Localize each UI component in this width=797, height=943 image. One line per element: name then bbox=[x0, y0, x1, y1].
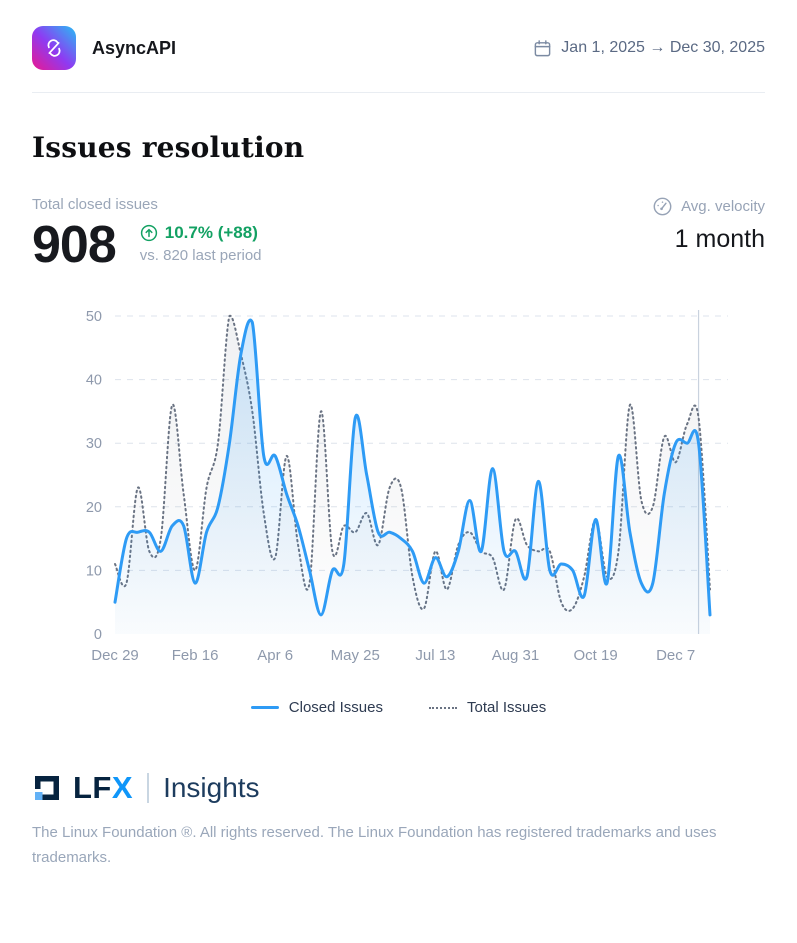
legend-item-total-issues[interactable]: Total Issues bbox=[429, 699, 546, 716]
calendar-icon bbox=[533, 39, 552, 58]
total-issues-swatch-icon bbox=[429, 706, 457, 709]
svg-text:30: 30 bbox=[86, 437, 102, 453]
lfx-mark-icon bbox=[32, 773, 62, 803]
svg-text:0: 0 bbox=[94, 627, 102, 643]
total-closed-stat: Total closed issues 908 10.7% (+88) vs. … bbox=[32, 196, 262, 274]
svg-text:Aug 31: Aug 31 bbox=[492, 647, 540, 664]
svg-text:50: 50 bbox=[86, 309, 102, 325]
lfx-product-name: Insights bbox=[163, 771, 260, 803]
svg-text:May 25: May 25 bbox=[331, 647, 380, 664]
delta-text: 10.7% (+88) bbox=[164, 223, 258, 242]
header: AsyncAPI Jan 1, 2025 → Dec 30, 2025 bbox=[32, 0, 765, 93]
report-page: AsyncAPI Jan 1, 2025 → Dec 30, 2025 Issu… bbox=[32, 0, 765, 899]
legend-closed-label: Closed Issues bbox=[288, 699, 383, 717]
svg-text:Dec 7: Dec 7 bbox=[656, 647, 695, 664]
issues-chart: 0 10 20 30 40 50 Dec 29 Feb 16 Apr 6 May 25 Jul 13… bbox=[32, 300, 765, 716]
svg-text:Jul 13: Jul 13 bbox=[415, 647, 455, 664]
brand: AsyncAPI bbox=[32, 26, 176, 70]
issues-chart-canvas: 0 10 20 30 40 50 Dec 29 Feb 16 Apr 6 May 25 Jul 13… bbox=[86, 309, 728, 664]
total-closed-value: 908 bbox=[32, 216, 117, 274]
svg-text:40: 40 bbox=[86, 373, 102, 389]
logo-divider bbox=[147, 772, 150, 803]
legend-total-label: Total Issues bbox=[467, 699, 547, 717]
comparison-text: vs. 820 last period bbox=[139, 247, 262, 264]
lfx-insights-logo[interactable]: LFX Insights bbox=[32, 772, 765, 803]
legend-item-closed-issues[interactable]: Closed Issues bbox=[250, 699, 383, 717]
lfx-wordmark: LFX bbox=[73, 770, 134, 806]
svg-text:Feb 16: Feb 16 bbox=[172, 647, 219, 664]
svg-text:Dec 29: Dec 29 bbox=[91, 647, 139, 664]
copyright-text: The Linux Foundation ®. All rights reser… bbox=[32, 824, 717, 867]
gauge-icon bbox=[652, 196, 673, 217]
app-name: AsyncAPI bbox=[92, 37, 177, 58]
trend-up-icon bbox=[140, 224, 158, 242]
svg-text:Apr 6: Apr 6 bbox=[257, 647, 293, 664]
svg-text:10: 10 bbox=[86, 564, 102, 580]
stats-row: Total closed issues 908 10.7% (+88) vs. … bbox=[32, 196, 765, 274]
svg-text:Oct 19: Oct 19 bbox=[573, 647, 617, 664]
page-title: Issues resolution bbox=[32, 131, 305, 164]
asyncapi-logo-icon bbox=[32, 26, 76, 70]
avg-velocity-stat: Avg. velocity 1 month bbox=[652, 196, 765, 270]
closed-issues-swatch-icon bbox=[250, 706, 279, 710]
avg-velocity-value: 1 month bbox=[674, 225, 765, 253]
date-range-picker[interactable]: Jan 1, 2025 → Dec 30, 2025 bbox=[533, 39, 765, 58]
svg-text:20: 20 bbox=[86, 500, 102, 516]
footer: LFX Insights The Linux Foundation ®. All… bbox=[32, 772, 765, 899]
chart-legend: Closed Issues Total Issues bbox=[32, 699, 765, 716]
date-range-text: Jan 1, 2025 → Dec 30, 2025 bbox=[561, 39, 765, 56]
total-closed-label: Total closed issues bbox=[32, 196, 158, 213]
avg-velocity-label: Avg. velocity bbox=[681, 198, 765, 215]
